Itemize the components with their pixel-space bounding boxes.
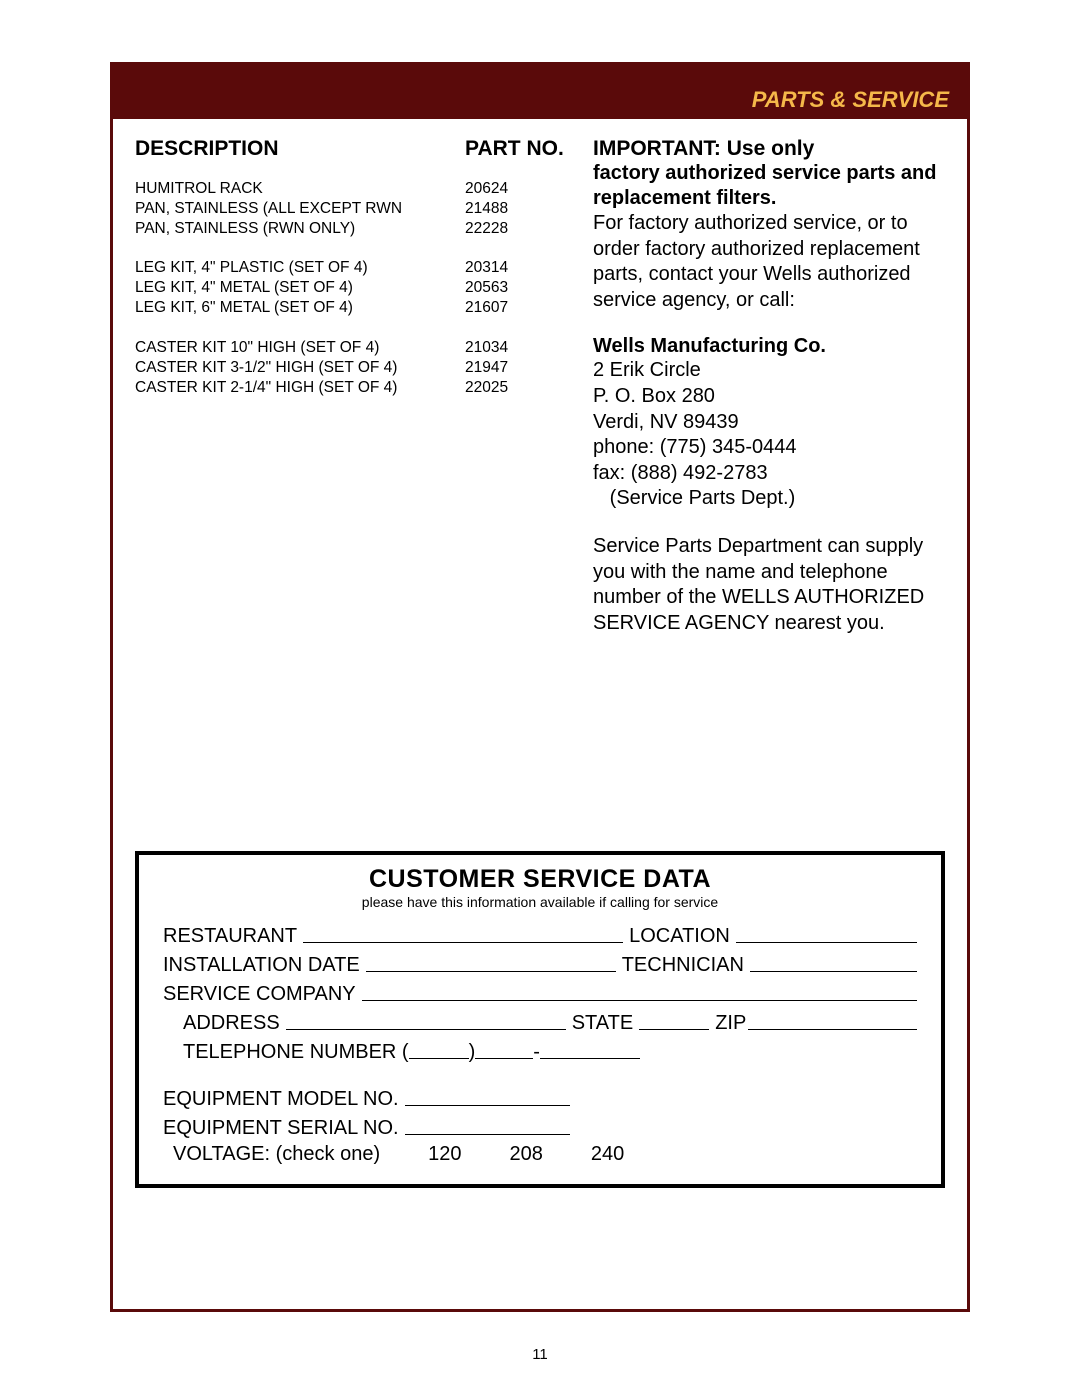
- parts-row: LEG KIT, 6" METAL (SET OF 4)21607: [135, 298, 565, 318]
- label-model: EQUIPMENT MODEL NO.: [163, 1085, 399, 1114]
- part-description: PAN, STAINLESS (RWN ONLY): [135, 219, 465, 239]
- label-location: LOCATION: [629, 922, 730, 951]
- label-restaurant: RESTAURANT: [163, 922, 297, 951]
- parts-row: CASTER KIT 10" HIGH (SET OF 4)21034: [135, 338, 565, 358]
- column-header-description: DESCRIPTION: [135, 137, 465, 161]
- parts-group: CASTER KIT 10" HIGH (SET OF 4)21034CASTE…: [135, 338, 565, 397]
- label-technician: TECHNICIAN: [622, 951, 744, 980]
- voltage-option-240[interactable]: 240: [591, 1143, 624, 1166]
- section-header-bar: PARTS & SERVICE: [113, 65, 967, 119]
- parts-row: LEG KIT, 4" PLASTIC (SET OF 4)20314: [135, 258, 565, 278]
- blank-service-company[interactable]: [362, 980, 917, 1001]
- label-serial: EQUIPMENT SERIAL NO.: [163, 1114, 399, 1143]
- svc-box-title: CUSTOMER SERVICE DATA: [163, 865, 917, 894]
- part-number: 20624: [465, 179, 565, 199]
- form-line-voltage: VOLTAGE: (check one) 120 208 240: [163, 1143, 917, 1166]
- parts-row: PAN, STAINLESS (RWN ONLY)22228: [135, 219, 565, 239]
- manufacturer-contact: Wells Manufacturing Co. 2 Erik Circle P.…: [593, 335, 945, 512]
- parts-row: LEG KIT, 4" METAL (SET OF 4)20563: [135, 278, 565, 298]
- label-install-date: INSTALLATION DATE: [163, 951, 360, 980]
- part-description: LEG KIT, 4" METAL (SET OF 4): [135, 278, 465, 298]
- important-heading: IMPORTANT: Use only: [593, 137, 945, 161]
- blank-state[interactable]: [639, 1009, 709, 1030]
- form-line-restaurant: RESTAURANT LOCATION: [163, 922, 917, 951]
- part-description: CASTER KIT 10" HIGH (SET OF 4): [135, 338, 465, 358]
- service-note: Service Parts Department can supply you …: [593, 534, 945, 636]
- part-number: 20563: [465, 278, 565, 298]
- part-number: 21947: [465, 358, 565, 378]
- manufacturer-fax: fax: (888) 492-2783: [593, 461, 945, 487]
- blank-install-date[interactable]: [366, 951, 616, 972]
- manufacturer-addr1: 2 Erik Circle: [593, 358, 945, 384]
- parts-column: DESCRIPTION PART NO. HUMITROL RACK20624P…: [135, 137, 565, 658]
- part-number: 22228: [465, 219, 565, 239]
- parts-row: PAN, STAINLESS (ALL EXCEPT RWN21488: [135, 199, 565, 219]
- label-address: ADDRESS: [183, 1009, 280, 1038]
- parts-group: LEG KIT, 4" PLASTIC (SET OF 4)20314LEG K…: [135, 258, 565, 317]
- form-line-install: INSTALLATION DATE TECHNICIAN: [163, 951, 917, 980]
- part-number: 21034: [465, 338, 565, 358]
- blank-zip[interactable]: [748, 1009, 917, 1030]
- page-frame: PARTS & SERVICE DESCRIPTION PART NO. HUM…: [110, 62, 970, 1312]
- part-description: PAN, STAINLESS (ALL EXCEPT RWN: [135, 199, 465, 219]
- voltage-option-208[interactable]: 208: [509, 1143, 542, 1166]
- part-number: 22025: [465, 378, 565, 398]
- form-line-serial: EQUIPMENT SERIAL NO.: [163, 1114, 917, 1143]
- info-column: IMPORTANT: Use only factory authorized s…: [593, 137, 945, 658]
- blank-restaurant[interactable]: [303, 922, 623, 943]
- important-subheading: factory authorized service parts and rep…: [593, 161, 945, 211]
- parts-table-header: DESCRIPTION PART NO.: [135, 137, 565, 161]
- part-number: 21488: [465, 199, 565, 219]
- column-header-partno: PART NO.: [465, 137, 565, 161]
- customer-service-data-box: CUSTOMER SERVICE DATA please have this i…: [135, 851, 945, 1188]
- label-voltage: VOLTAGE: (check one): [173, 1143, 380, 1166]
- label-state: STATE: [572, 1009, 633, 1038]
- part-description: LEG KIT, 4" PLASTIC (SET OF 4): [135, 258, 465, 278]
- section-title: PARTS & SERVICE: [752, 87, 949, 113]
- blank-address[interactable]: [286, 1009, 566, 1030]
- parts-table-body: HUMITROL RACK20624PAN, STAINLESS (ALL EX…: [135, 179, 565, 397]
- manufacturer-phone: phone: (775) 345-0444: [593, 435, 945, 461]
- page-number: 11: [0, 1346, 1080, 1363]
- part-number: 21607: [465, 298, 565, 318]
- part-description: LEG KIT, 6" METAL (SET OF 4): [135, 298, 465, 318]
- parts-row: CASTER KIT 3-1/2" HIGH (SET OF 4)21947: [135, 358, 565, 378]
- part-description: CASTER KIT 2-1/4" HIGH (SET OF 4): [135, 378, 465, 398]
- tel-dash: -: [533, 1038, 540, 1067]
- form-line-address: ADDRESS STATE ZIP: [163, 1009, 917, 1038]
- important-body: For factory authorized service, or to or…: [593, 211, 945, 313]
- blank-tel-prefix[interactable]: [475, 1038, 533, 1059]
- svc-box-subtitle: please have this information available i…: [163, 894, 917, 910]
- blank-technician[interactable]: [750, 951, 917, 972]
- label-telephone: TELEPHONE NUMBER (: [183, 1038, 409, 1067]
- blank-serial[interactable]: [405, 1114, 570, 1135]
- voltage-option-120[interactable]: 120: [428, 1143, 461, 1166]
- important-notice: IMPORTANT: Use only factory authorized s…: [593, 137, 945, 313]
- page: PARTS & SERVICE DESCRIPTION PART NO. HUM…: [0, 0, 1080, 1397]
- part-description: CASTER KIT 3-1/2" HIGH (SET OF 4): [135, 358, 465, 378]
- parts-row: HUMITROL RACK20624: [135, 179, 565, 199]
- part-number: 20314: [465, 258, 565, 278]
- form-line-telephone: TELEPHONE NUMBER ( ) -: [163, 1038, 917, 1067]
- part-description: HUMITROL RACK: [135, 179, 465, 199]
- blank-tel-area[interactable]: [409, 1038, 469, 1059]
- label-zip: ZIP: [715, 1009, 746, 1038]
- manufacturer-dept: (Service Parts Dept.): [593, 486, 945, 512]
- blank-tel-line[interactable]: [540, 1038, 640, 1059]
- blank-model[interactable]: [405, 1085, 570, 1106]
- form-line-model: EQUIPMENT MODEL NO.: [163, 1085, 917, 1114]
- manufacturer-addr2: P. O. Box 280: [593, 384, 945, 410]
- tel-paren-close: ): [469, 1038, 476, 1067]
- blank-location[interactable]: [736, 922, 917, 943]
- content-area: DESCRIPTION PART NO. HUMITROL RACK20624P…: [113, 119, 967, 658]
- manufacturer-name: Wells Manufacturing Co.: [593, 335, 945, 358]
- form-line-service-co: SERVICE COMPANY: [163, 980, 917, 1009]
- parts-row: CASTER KIT 2-1/4" HIGH (SET OF 4)22025: [135, 378, 565, 398]
- manufacturer-addr3: Verdi, NV 89439: [593, 410, 945, 436]
- parts-group: HUMITROL RACK20624PAN, STAINLESS (ALL EX…: [135, 179, 565, 238]
- label-service-company: SERVICE COMPANY: [163, 980, 356, 1009]
